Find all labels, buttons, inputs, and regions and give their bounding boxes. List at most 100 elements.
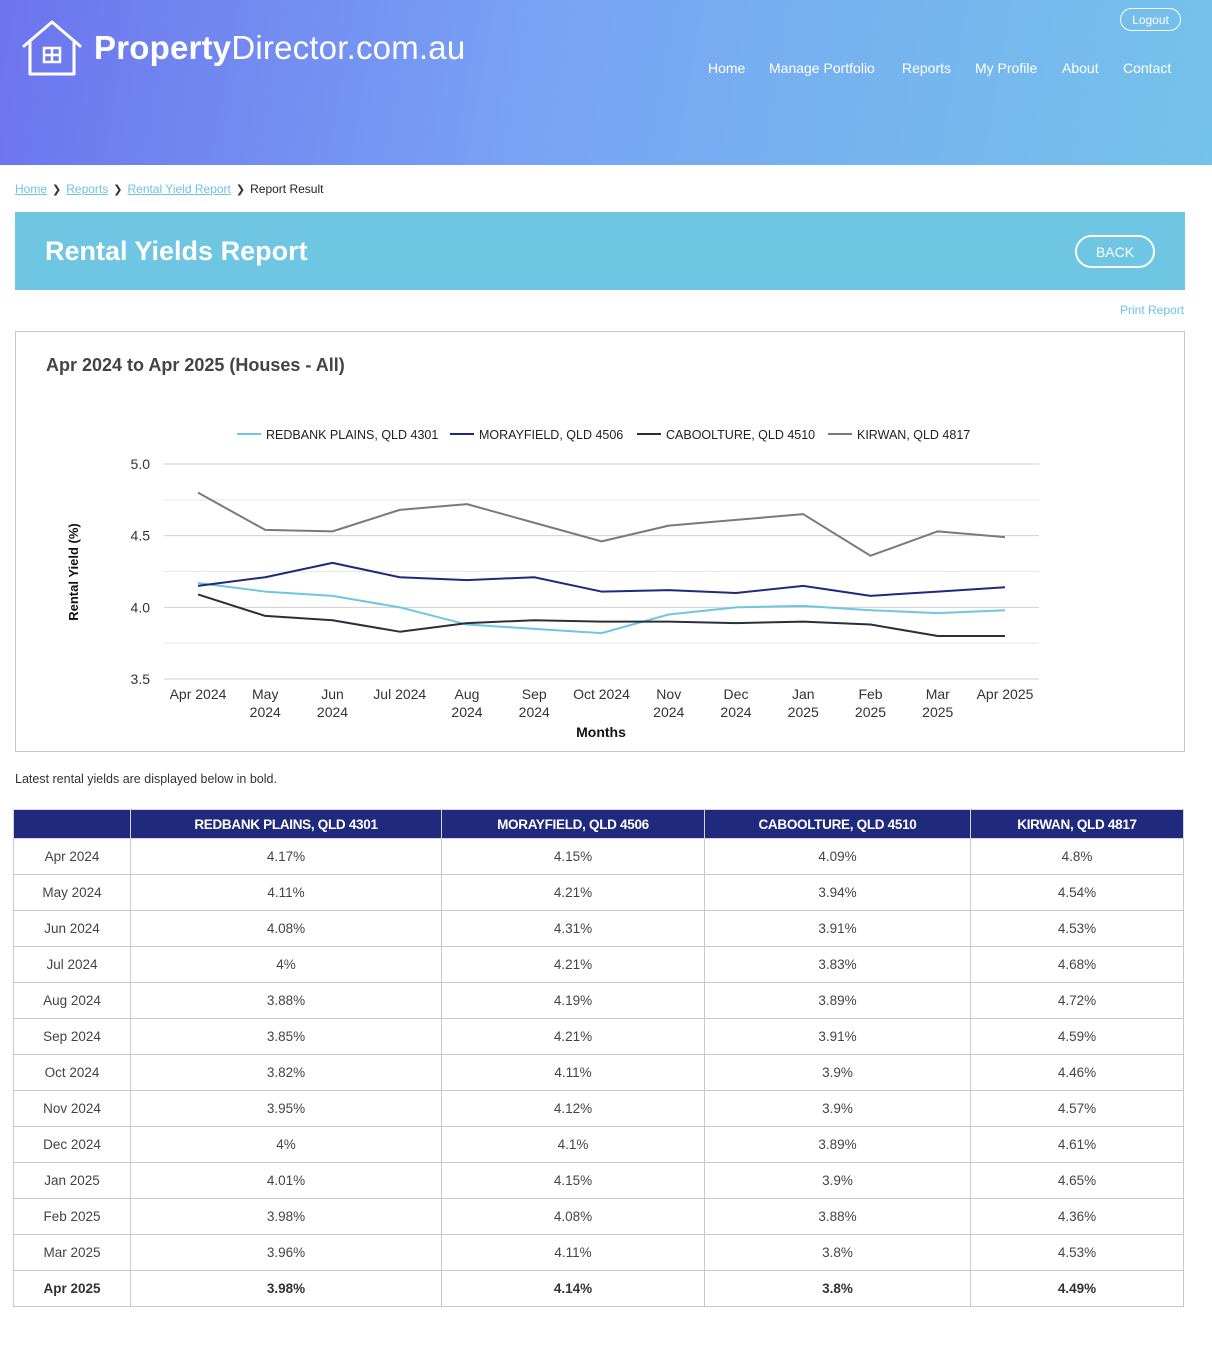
table-cell-month: Apr 2025	[13, 1270, 131, 1307]
table-cell-yield: 3.9%	[704, 1162, 971, 1199]
table-cell-yield: 4.72%	[970, 982, 1184, 1019]
logo-rest-text: Director.com.au	[231, 29, 466, 66]
table-cell-yield: 3.98%	[130, 1270, 442, 1307]
table-cell-month: Aug 2024	[13, 982, 131, 1019]
x-tick-label: 2024	[451, 704, 482, 720]
table-row: Jan 2025 4.01% 4.15% 3.9% 4.65%	[13, 1162, 1184, 1199]
series-line	[197, 561, 1006, 597]
x-tick-label: 2024	[720, 704, 751, 720]
table-cell-yield: 3.82%	[130, 1054, 442, 1091]
breadcrumb-home[interactable]: Home	[15, 182, 48, 196]
breadcrumb: Home ❯ Reports ❯ Rental Yield Report ❯ R…	[15, 182, 323, 196]
table-row: Sep 2024 3.85% 4.21% 3.91% 4.59%	[13, 1018, 1184, 1055]
nav-contact[interactable]: Contact	[1123, 60, 1172, 76]
x-tick-label: Jan	[792, 686, 815, 702]
table-cell-yield: 4.68%	[970, 946, 1184, 983]
chart-title: Apr 2024 to Apr 2025 (Houses - All)	[46, 355, 345, 375]
table-row: May 2024 4.11% 4.21% 3.94% 4.54%	[13, 874, 1184, 911]
table-cell-yield: 4.54%	[970, 874, 1184, 911]
x-tick-label: Dec	[724, 686, 749, 702]
table-cell-yield: 3.91%	[704, 910, 971, 947]
table-cell-yield: 4.31%	[441, 910, 705, 947]
table-note: Latest rental yields are displayed below…	[15, 772, 277, 786]
x-tick-label: Sep	[522, 686, 547, 702]
table-cell-yield: 4.61%	[970, 1126, 1184, 1163]
table-cell-month: Feb 2025	[13, 1198, 131, 1235]
print-report-link[interactable]: Print Report	[1120, 303, 1185, 317]
x-axis-title: Months	[576, 724, 626, 740]
table-cell-yield: 4.08%	[441, 1198, 705, 1235]
table-cell-yield: 4.59%	[970, 1018, 1184, 1055]
table-cell-yield: 3.94%	[704, 874, 971, 911]
table-header-redbank-plains: REDBANK PLAINS, QLD 4301	[130, 809, 442, 839]
table-header-morayfield: MORAYFIELD, QLD 4506	[441, 809, 705, 839]
table-cell-yield: 4.15%	[441, 838, 705, 875]
legend-label: REDBANK PLAINS, QLD 4301	[266, 428, 438, 442]
back-button[interactable]: BACK	[1075, 235, 1155, 268]
table-cell-month: Apr 2024	[13, 838, 131, 875]
table-cell-yield: 3.89%	[704, 982, 971, 1019]
table-cell-yield: 4.53%	[970, 910, 1184, 947]
logo-wordmark: PropertyDirector.com.au	[94, 29, 465, 67]
table-cell-yield: 4.11%	[441, 1054, 705, 1091]
table-cell-yield: 4.53%	[970, 1234, 1184, 1271]
table-cell-month: Sep 2024	[13, 1018, 131, 1055]
table-cell-yield: 3.89%	[704, 1126, 971, 1163]
x-tick-label: 2024	[250, 704, 281, 720]
table-cell-yield: 3.83%	[704, 946, 971, 983]
x-tick-label: Apr 2024	[170, 686, 227, 702]
table-header-caboolture: CABOOLTURE, QLD 4510	[704, 809, 971, 839]
rental-yield-table: REDBANK PLAINS, QLD 4301 MORAYFIELD, QLD…	[13, 809, 1184, 1307]
series-line	[197, 491, 1006, 557]
table-cell-month: Jun 2024	[13, 910, 131, 947]
table-cell-yield: 4.12%	[441, 1090, 705, 1127]
table-cell-yield: 3.85%	[130, 1018, 442, 1055]
table-cell-yield: 4%	[130, 946, 442, 983]
y-axis-title: Rental Yield (%)	[66, 523, 81, 621]
table-cell-yield: 4.8%	[970, 838, 1184, 875]
x-tick-label: Aug	[455, 686, 480, 702]
table-cell-yield: 4.46%	[970, 1054, 1184, 1091]
table-cell-month: Jul 2024	[13, 946, 131, 983]
table-cell-month: May 2024	[13, 874, 131, 911]
table-cell-yield: 4.17%	[130, 838, 442, 875]
table-row: Jul 2024 4% 4.21% 3.83% 4.68%	[13, 946, 1184, 983]
main-nav: Home Manage Portfolio Reports My Profile…	[0, 60, 1212, 78]
table-cell-yield: 3.8%	[704, 1234, 971, 1271]
table-cell-yield: 3.95%	[130, 1090, 442, 1127]
table-cell-yield: 4.1%	[441, 1126, 705, 1163]
table-cell-yield: 3.91%	[704, 1018, 971, 1055]
page-title-banner: Rental Yields Report BACK	[15, 212, 1185, 290]
rental-yield-line-chart: 5.0 4.5 4.0 3.5 Apr 2024 May 2024 Jun 2024 Jul 20…	[66, 428, 1039, 740]
breadcrumb-rental-yield-report[interactable]: Rental Yield Report	[127, 182, 231, 196]
table-cell-yield: 4.21%	[441, 874, 705, 911]
table-cell-month: Mar 2025	[13, 1234, 131, 1271]
site-logo[interactable]: PropertyDirector.com.au	[20, 18, 465, 78]
nav-about[interactable]: About	[1062, 60, 1099, 76]
series-line	[197, 593, 1005, 637]
x-tick-label: 2025	[788, 704, 819, 720]
table-cell-month: Jan 2025	[13, 1162, 131, 1199]
x-tick-label: Nov	[656, 686, 681, 702]
legend-label: CABOOLTURE, QLD 4510	[666, 428, 815, 442]
table-cell-yield: 4.15%	[441, 1162, 705, 1199]
y-tick-label: 4.0	[131, 599, 151, 615]
nav-home[interactable]: Home	[708, 60, 746, 76]
table-cell-yield: 3.9%	[704, 1054, 971, 1091]
table-row: Apr 2025 3.98% 4.14% 3.8% 4.49%	[13, 1270, 1184, 1307]
table-header-kirwan: KIRWAN, QLD 4817	[970, 809, 1184, 839]
breadcrumb-reports[interactable]: Reports	[66, 182, 109, 196]
table-cell-yield: 3.96%	[130, 1234, 442, 1271]
x-tick-label: 2024	[519, 704, 550, 720]
nav-manage-portfolio[interactable]: Manage Portfolio	[769, 60, 875, 76]
logout-button[interactable]: Logout	[1120, 8, 1181, 31]
chevron-right-icon: ❯	[52, 183, 62, 196]
table-cell-yield: 4.01%	[130, 1162, 442, 1199]
table-cell-yield: 4.21%	[441, 1018, 705, 1055]
table-cell-yield: 4.19%	[441, 982, 705, 1019]
table-cell-yield: 4%	[130, 1126, 442, 1163]
nav-reports[interactable]: Reports	[902, 60, 952, 76]
x-tick-label: Feb	[858, 686, 882, 702]
nav-my-profile[interactable]: My Profile	[975, 60, 1038, 76]
table-cell-yield: 3.98%	[130, 1198, 442, 1235]
